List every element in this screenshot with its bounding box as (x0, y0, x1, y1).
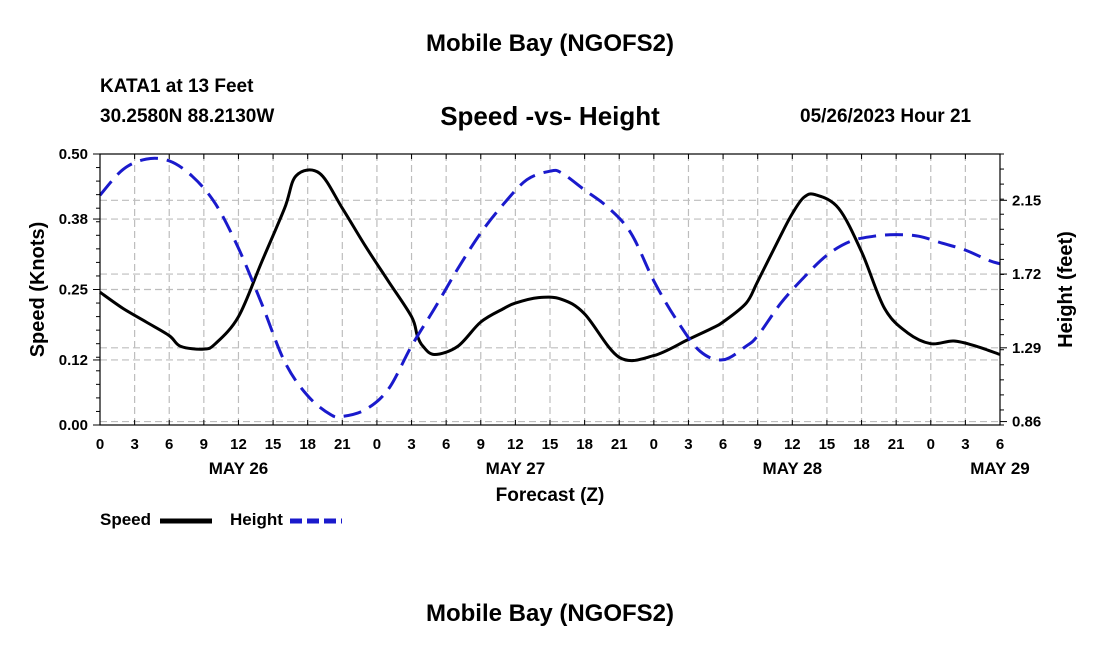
x-tick-label: 6 (442, 436, 450, 453)
x-tick-label: 3 (684, 436, 692, 453)
x-tick-label: 21 (334, 436, 351, 453)
chart-title: Mobile Bay (NGOFS2) (425, 30, 675, 57)
axis-ticks (93, 153, 1007, 426)
y2-axis-label: Height (feet) (1055, 231, 1077, 348)
y-tick-label: 0.00 (59, 417, 88, 434)
x-axis-label: Forecast (Z) (496, 485, 605, 506)
x-tick-label: 18 (299, 436, 316, 453)
x-tick-label: 15 (265, 436, 282, 453)
x-tick-label: 18 (853, 436, 870, 453)
y-tick-label: 0.25 (59, 282, 88, 299)
series-line-speed (99, 168, 1001, 363)
legend-height-label: Height (230, 510, 283, 529)
x-tick-label: 12 (507, 436, 524, 453)
day-label: MAY 27 (486, 459, 546, 478)
y-tick-label: 0.38 (59, 211, 88, 228)
footer-title: Mobile Bay (NGOFS2) (425, 600, 675, 627)
series-line-height (98, 156, 1001, 419)
x-tick-label: 9 (754, 436, 762, 453)
y2-tick-label: 1.29 (1012, 340, 1041, 357)
day-label: MAY 28 (763, 459, 823, 478)
x-tick-label: 15 (542, 436, 559, 453)
x-tick-label: 0 (927, 436, 935, 453)
legend-speed-label: Speed (100, 510, 152, 529)
x-tick-label: 18 (576, 436, 593, 453)
day-label: MAY 29 (970, 459, 1030, 478)
y-tick-label: 0.12 (59, 352, 88, 369)
chart-subtitle: Speed -vs- Height (440, 101, 660, 131)
y-tick-label: 0.50 (59, 146, 88, 163)
x-tick-label: 0 (96, 436, 104, 453)
x-tick-label: 21 (611, 436, 628, 453)
x-tick-label: 3 (961, 436, 969, 453)
forecast-datetime: 05/26/2023 Hour 21 (800, 106, 972, 127)
x-tick-label: 9 (477, 436, 485, 453)
day-label: MAY 26 (209, 459, 269, 478)
x-tick-label: 0 (650, 436, 658, 453)
x-tick-label: 12 (784, 436, 801, 453)
x-tick-label: 15 (819, 436, 836, 453)
x-tick-label: 3 (407, 436, 415, 453)
x-tick-label: 21 (888, 436, 905, 453)
x-tick-label: 3 (130, 436, 138, 453)
y-axis-label: Speed (Knots) (27, 222, 49, 358)
x-tick-label: 0 (373, 436, 381, 453)
x-tick-label: 6 (996, 436, 1004, 453)
x-tick-label: 6 (719, 436, 727, 453)
x-tick-label: 6 (165, 436, 173, 453)
station-label: KATA1 at 13 Feet (100, 76, 254, 97)
x-tick-label: 9 (200, 436, 208, 453)
y2-tick-label: 2.15 (1012, 192, 1041, 209)
grid-lines (100, 153, 1000, 425)
y2-tick-label: 0.86 (1012, 414, 1041, 431)
y2-tick-label: 1.72 (1012, 266, 1041, 283)
x-tick-label: 12 (230, 436, 247, 453)
station-coords: 30.2580N 88.2130W (100, 106, 275, 127)
